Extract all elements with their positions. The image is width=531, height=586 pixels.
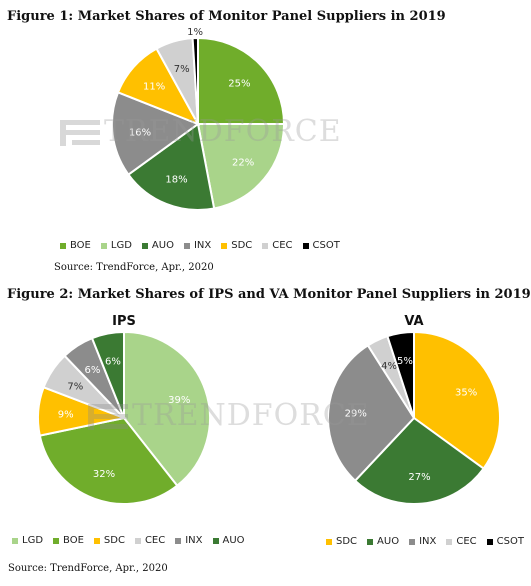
ips-legend: LGD BOE SDC CEC INX AUO: [12, 535, 255, 546]
ips-legend-swatch: [53, 537, 60, 544]
ips-legend-label: LGD: [22, 535, 44, 546]
ips-legend-lgd: LGD: [12, 535, 43, 546]
va-label-cec: 4%: [381, 361, 397, 372]
ips-label-sdc: 9%: [58, 409, 74, 420]
va-legend-label: AUO: [377, 536, 400, 547]
ips-legend-boe: BOE: [53, 535, 84, 546]
va-label-auo: 27%: [408, 472, 430, 483]
ips-slice-lgd: [123, 330, 211, 488]
figure2-title: Figure 2: Market Shares of IPS and VA Mo…: [7, 287, 531, 302]
va-slice-inx: [327, 344, 416, 483]
fig1-legend-auo: AUO: [141, 240, 174, 251]
figure1-legend: BOE LGD AUO INX SDC CEC CSOT: [60, 240, 350, 251]
fig1-legend-cec: CEC: [262, 240, 293, 251]
fig1-legend-inx: INX: [183, 240, 212, 251]
fig1-slice-inx: [111, 91, 201, 176]
fig1-legend-swatch: [100, 242, 107, 249]
va-legend-swatch: [446, 538, 453, 545]
fig1-slice-csot: [191, 36, 199, 125]
fig1-legend-label: AUO: [151, 240, 174, 251]
fig1-legend-lgd: LGD: [100, 240, 132, 251]
ips-legend-cec: CEC: [134, 535, 166, 546]
ips-legend-label: CEC: [144, 535, 166, 546]
figure1-title: Figure 1: Market Shares of Monitor Panel…: [7, 9, 446, 24]
va-legend-auo: AUO: [367, 536, 399, 547]
ips-label-lgd: 39%: [168, 395, 190, 406]
figure1-source: Source: TrendForce, Apr., 2020: [54, 262, 214, 273]
va-label-csot: 5%: [397, 356, 413, 367]
va-label-sdc: 35%: [455, 388, 477, 399]
fig1-label-cec: 7%: [174, 64, 190, 75]
fig1-legend-label: INX: [193, 240, 212, 251]
ips-legend-swatch: [175, 537, 182, 544]
ips-label-inx: 6%: [84, 365, 100, 376]
figure2-source: Source: TrendForce, Apr., 2020: [8, 563, 168, 574]
ips-legend-label: AUO: [222, 535, 245, 546]
fig1-slice-lgd: [196, 123, 286, 210]
ips-label-auo: 6%: [105, 357, 121, 368]
fig1-legend-swatch: [302, 242, 309, 249]
ips-slice-auo: [90, 330, 125, 419]
va-legend-swatch: [367, 538, 374, 545]
ips-legend-inx: INX: [175, 535, 203, 546]
va-legend-swatch: [409, 538, 416, 545]
va-slice-auo: [353, 416, 485, 505]
ips-legend-swatch: [93, 537, 100, 544]
ips-legend-swatch: [212, 537, 219, 544]
fig1-label-lgd: 22%: [232, 157, 254, 168]
va-legend-label: CEC: [456, 536, 477, 547]
fig1-legend-swatch: [262, 242, 269, 249]
ips-legend-swatch: [134, 537, 141, 544]
va-legend-label: SDC: [336, 536, 358, 547]
va-legend-label: CSOT: [496, 536, 524, 547]
fig1-legend-label: SDC: [231, 240, 253, 251]
va-slice-csot: [386, 330, 415, 419]
fig1-label-csot: 1%: [187, 27, 203, 38]
fig1-legend-csot: CSOT: [302, 240, 340, 251]
va-slice-sdc: [413, 330, 501, 470]
va-legend-swatch: [326, 538, 332, 545]
fig1-legend-sdc: SDC: [221, 240, 252, 251]
ips-legend-label: INX: [185, 535, 203, 546]
va-label-inx: 29%: [345, 409, 367, 420]
ips-legend-label: BOE: [63, 535, 84, 546]
fig1-label-sdc: 11%: [143, 81, 165, 92]
va-legend-sdc: SDC: [326, 536, 357, 547]
fig1-legend-swatch: [221, 242, 228, 249]
ips-label-boe: 32%: [93, 469, 115, 480]
fig1-legend-label: LGD: [110, 240, 132, 251]
va-legend-swatch: [486, 538, 493, 545]
ips-slice-boe: [38, 416, 179, 505]
fig1-legend-swatch: [183, 242, 190, 249]
ips-label-cec: 7%: [67, 382, 83, 393]
fig1-slice-boe: [197, 36, 286, 125]
fig1-label-auo: 18%: [165, 174, 187, 185]
va-legend-csot: CSOT: [486, 536, 524, 547]
va-legend-label: INX: [419, 536, 437, 547]
fig1-legend-swatch: [141, 242, 148, 249]
ips-legend-auo: AUO: [212, 535, 245, 546]
fig1-label-boe: 25%: [228, 79, 250, 90]
fig1-legend-label: BOE: [70, 240, 91, 251]
va-legend-cec: CEC: [446, 536, 477, 547]
va-title: VA: [404, 314, 423, 329]
fig1-label-inx: 16%: [129, 127, 151, 138]
fig1-slice-auo: [127, 122, 216, 211]
ips-legend-swatch: [12, 537, 18, 544]
ips-title: IPS: [112, 314, 136, 329]
fig1-legend-label: CEC: [272, 240, 293, 251]
fig1-legend-swatch: [60, 242, 66, 249]
fig1-legend-label: CSOT: [312, 240, 340, 251]
ips-legend-sdc: SDC: [93, 535, 125, 546]
va-legend-inx: INX: [409, 536, 436, 547]
va-legend: SDC AUO INX CEC CSOT: [326, 536, 531, 547]
ips-legend-label: SDC: [103, 535, 125, 546]
fig1-legend-boe: BOE: [60, 240, 91, 251]
